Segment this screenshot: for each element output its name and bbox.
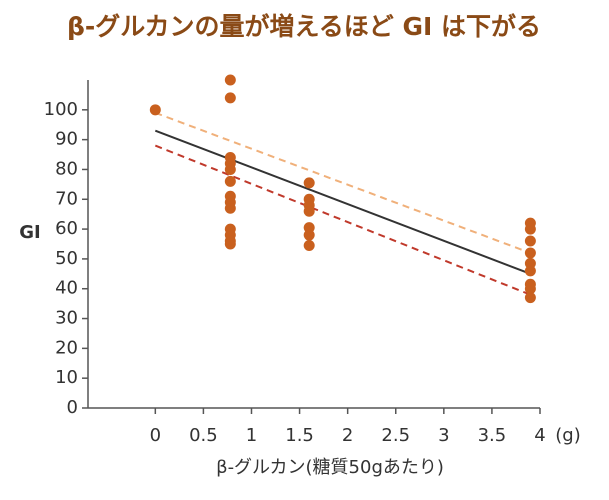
data-point [524,235,536,247]
y-tick-label: 30 [55,308,78,329]
y-tick-label: 50 [55,248,78,269]
x-tick-label: 3.5 [478,425,507,446]
x-tick-label: 1 [246,425,257,446]
y-tick-label: 80 [55,158,78,179]
x-tick-label: 2 [342,425,353,446]
x-tick-label: 2.5 [381,425,410,446]
y-tick-label: 90 [55,129,78,150]
data-point [224,238,236,250]
y-tick-label: 40 [55,278,78,299]
data-point [224,175,236,187]
trend-line [154,129,531,275]
x-tick-label: 0.5 [189,425,218,446]
data-point [224,163,236,175]
data-point [303,177,315,189]
x-tick-label: 4 [534,425,545,446]
x-axis-label: β-グルカン(糖質50gあたり) [216,457,444,478]
x-tick-label: 0 [150,425,161,446]
y-tick-label: 100 [44,99,78,120]
data-point [524,283,536,295]
data-point [224,92,236,104]
data-point [303,229,315,241]
data-point [303,205,315,217]
y-tick-label: 70 [55,188,78,209]
y-tick-label: 10 [55,367,78,388]
data-point [524,223,536,235]
data-point [524,247,536,259]
data-point [149,104,161,116]
trend-line [154,111,531,254]
trend-line [154,144,531,296]
y-tick-label: 0 [67,397,78,418]
data-point [524,265,536,277]
y-tick-label: 60 [55,218,78,239]
data-point [524,292,536,304]
x-unit: (g) [555,425,580,446]
x-tick-label: 3 [438,425,449,446]
data-point [224,74,236,86]
data-point [224,202,236,214]
y-axis-label: GI [19,222,40,243]
data-point [303,239,315,251]
x-tick-label: 1.5 [285,425,314,446]
chart-title: β-グルカンの量が増えるほど GI は下がる [67,12,541,41]
y-tick-label: 20 [55,337,78,358]
